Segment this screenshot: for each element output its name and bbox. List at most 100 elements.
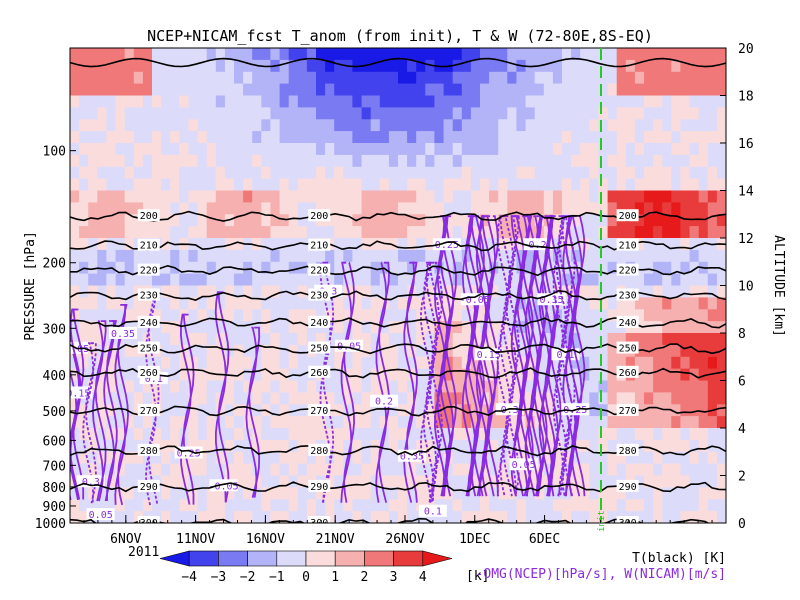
anomaly-cell — [179, 190, 189, 203]
anomaly-cell — [243, 226, 253, 239]
anomaly-cell — [452, 511, 463, 523]
anomaly-cell — [170, 380, 180, 393]
anomaly-cell — [416, 48, 426, 61]
anomaly-cell — [224, 154, 235, 168]
anomaly-cell — [316, 178, 326, 192]
anomaly-cell — [470, 83, 481, 97]
isotherm-label: 230 — [140, 291, 158, 302]
anomaly-cell — [698, 119, 709, 132]
anomaly-cell — [644, 416, 654, 429]
anomaly-cell — [498, 83, 508, 97]
anomaly-cell — [252, 333, 262, 346]
anomaly-cell — [598, 261, 609, 275]
anomaly-cell — [343, 499, 353, 512]
anomaly-cell — [234, 226, 244, 239]
anomaly-cell — [343, 119, 353, 132]
pressure-tick-label: 800 — [43, 481, 66, 496]
anomaly-cell — [498, 178, 508, 192]
anomaly-cell — [616, 48, 627, 61]
anomaly-cell — [534, 71, 545, 85]
anomaly-cell — [279, 71, 290, 85]
anomaly-cell — [425, 95, 435, 108]
anomaly-cell — [343, 261, 353, 275]
anomaly-cell — [343, 190, 353, 203]
anomaly-cell — [407, 95, 417, 108]
anomaly-cell — [106, 166, 117, 180]
anomaly-cell — [206, 333, 217, 346]
anomaly-cell — [516, 95, 527, 108]
anomaly-cell — [562, 190, 572, 203]
anomaly-cell — [124, 499, 135, 512]
anomaly-cell — [398, 83, 408, 97]
anomaly-cell — [452, 214, 463, 227]
anomaly-cell — [416, 83, 426, 97]
anomaly-cell — [616, 356, 627, 370]
anomaly-cell — [425, 487, 435, 500]
anomaly-cell — [261, 428, 271, 441]
anomaly-cell — [534, 439, 545, 453]
anomaly-cell — [70, 202, 80, 215]
anomaly-cell — [197, 131, 208, 144]
anomaly-cell — [480, 428, 490, 441]
anomaly-cell — [452, 95, 463, 108]
anomaly-cell — [571, 59, 581, 73]
anomaly-cell — [388, 226, 399, 239]
anomaly-cell — [252, 178, 262, 192]
anomaly-cell — [562, 119, 572, 132]
anomaly-cell — [370, 154, 381, 168]
anomaly-cell — [525, 309, 536, 322]
anomaly-cell — [142, 297, 153, 310]
anomaly-cell — [343, 511, 353, 523]
anomaly-cell — [370, 59, 381, 73]
anomaly-cell — [653, 71, 663, 85]
anomaly-cell — [407, 475, 417, 488]
anomaly-cell — [361, 451, 372, 465]
anomaly-cell — [680, 71, 691, 85]
anomaly-cell — [398, 380, 408, 393]
anomaly-cell — [707, 226, 718, 239]
anomaly-cell — [234, 131, 244, 144]
anomaly-cell — [170, 95, 180, 108]
anomaly-cell — [215, 321, 226, 334]
anomaly-cell — [644, 107, 654, 120]
anomaly-cell — [370, 273, 381, 287]
anomaly-cell — [361, 214, 372, 227]
anomaly-cell — [398, 48, 408, 61]
anomaly-cell — [79, 368, 89, 382]
anomaly-cell — [498, 333, 508, 346]
anomaly-cell — [425, 83, 435, 97]
anomaly-cell — [671, 238, 681, 251]
anomaly-cell — [653, 261, 663, 275]
anomaly-cell — [607, 154, 618, 168]
anomaly-cell — [224, 380, 235, 393]
anomaly-cell — [644, 451, 654, 465]
anomaly-cell — [334, 83, 344, 97]
anomaly-cell — [161, 202, 171, 215]
anomaly-cell — [343, 439, 353, 453]
isotherm-label-bg — [137, 403, 160, 416]
anomaly-cell — [571, 178, 581, 192]
anomaly-cell — [279, 297, 290, 310]
anomaly-cell — [288, 261, 299, 275]
anomaly-cell — [680, 59, 691, 73]
anomaly-cell — [398, 487, 408, 500]
isotherm-label-bg — [616, 365, 639, 378]
anomaly-cell — [698, 143, 709, 156]
anomaly-cell — [115, 463, 126, 477]
anomaly-cell — [543, 71, 554, 85]
anomaly-cell — [480, 273, 490, 287]
altitude-tick-label: 16 — [738, 137, 754, 152]
anomaly-cell — [370, 119, 381, 132]
colorbar-tick-label: −1 — [269, 570, 285, 585]
isotherm-label: 220 — [140, 266, 158, 277]
anomaly-cell — [252, 154, 262, 168]
anomaly-cell — [671, 285, 681, 298]
w-contour-label: 0.1 — [145, 374, 163, 385]
w-contour — [82, 342, 95, 504]
anomaly-cell — [270, 333, 281, 346]
anomaly-cell — [653, 392, 663, 405]
anomaly-cell — [297, 71, 308, 85]
anomaly-cell — [616, 392, 627, 405]
anomaly-cell — [525, 166, 536, 180]
anomaly-cell — [616, 333, 627, 346]
